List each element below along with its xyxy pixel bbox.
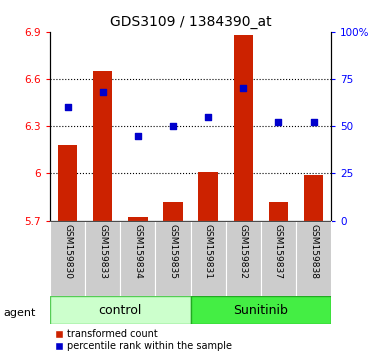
Legend: transformed count, percentile rank within the sample: transformed count, percentile rank withi… [55,329,232,351]
Point [100,90,106,95]
Bar [191,296,331,324]
Bar [163,202,182,221]
Text: control: control [99,304,142,316]
Bar [199,172,218,221]
Bar [121,221,156,296]
Text: GSM159837: GSM159837 [274,224,283,279]
Bar [58,145,77,221]
Point [205,114,211,120]
Point [170,123,176,129]
Point [310,120,316,125]
Text: Sunitinib: Sunitinib [233,304,288,316]
Point [275,120,281,125]
Bar [226,221,261,296]
Text: GSM159832: GSM159832 [239,224,248,279]
Bar [304,175,323,221]
Bar [234,35,253,221]
Bar [128,217,147,221]
Point [135,133,141,138]
Text: GSM159830: GSM159830 [63,224,72,279]
Bar [261,221,296,296]
Title: GDS3109 / 1384390_at: GDS3109 / 1384390_at [110,16,271,29]
Bar [85,221,120,296]
Text: GSM159831: GSM159831 [204,224,213,279]
Text: GSM159838: GSM159838 [309,224,318,279]
Bar [50,221,85,296]
Text: GSM159833: GSM159833 [98,224,107,279]
Text: agent: agent [4,308,36,318]
Point [240,86,246,91]
Text: GSM159834: GSM159834 [133,224,142,279]
Bar [93,71,112,221]
Text: GSM159835: GSM159835 [169,224,177,279]
Point [65,104,71,110]
Bar [50,296,191,324]
Bar [191,221,226,296]
Bar [156,221,191,296]
Bar [269,202,288,221]
Bar [296,221,331,296]
